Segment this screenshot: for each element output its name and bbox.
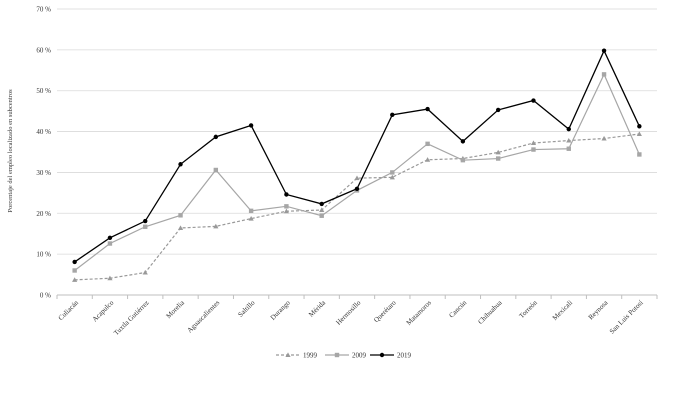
data-point [319,201,324,207]
data-point [424,157,431,162]
y-tick-label: 70 % [36,6,51,14]
data-point [285,352,291,357]
series-group [72,48,642,282]
data-point [495,156,501,161]
data-point [495,149,501,155]
data-point [354,175,360,181]
x-tick-label: Saltillo [237,298,257,318]
data-point [566,126,571,132]
legend-item: 1999 [276,352,318,360]
legend-label: 1999 [303,352,318,360]
y-tick-label: 0 % [40,292,51,300]
data-point [248,208,254,214]
x-tick-label: Matamoros [405,299,433,327]
series-2019 [72,48,642,265]
data-point [601,135,607,141]
x-tick-label: Morelia [165,298,187,320]
data-point [530,140,537,146]
legend-item: 2009 [325,352,367,360]
y-tick-label: 40 % [36,128,51,136]
legend-item: 2019 [370,352,412,360]
data-point [531,147,536,152]
y-axis-label: Porcentaje del empleo localizado en subc… [7,89,14,213]
data-point [72,259,77,265]
x-tick-label: Mexicali [551,299,574,322]
x-tick-label: Cancún [448,298,469,319]
data-point [107,275,113,281]
y-tick-label: 50 % [36,87,51,95]
gridlines [57,8,657,296]
data-point [495,107,501,113]
data-point [142,269,148,275]
legend: 1999 2009 2019 [276,352,412,360]
data-point [389,174,395,180]
data-point [284,192,289,197]
x-tick-label: San Luis Potosí [608,299,645,336]
series-line [74,133,640,281]
series-line [74,49,640,263]
series-1999 [72,131,642,282]
data-point [213,134,219,140]
x-tick-label: Acapulco [91,298,116,323]
x-tick-label: Reynosa [587,298,610,321]
data-point [601,72,607,77]
data-point [531,98,536,103]
data-point [460,157,466,163]
y-tick-label: 30 % [36,169,51,177]
data-point [334,352,340,358]
legend-label: 2009 [352,352,367,360]
legend-label: 2019 [397,352,412,360]
data-point [248,215,254,221]
data-point [425,106,430,112]
data-point [177,225,184,230]
x-tick-label: Hermosillo [334,298,362,326]
x-tick-label: Durango [269,298,292,321]
y-tick-label: 10 % [36,251,51,259]
x-tick-label: Querétaro [372,298,398,324]
data-point [390,170,395,175]
data-point [143,224,148,229]
data-point [72,268,77,273]
data-point [319,213,324,218]
x-tick-label: Torreón [518,298,540,320]
data-point [425,141,430,147]
x-tick-label: Culiacán [57,298,81,322]
x-tick-label: Tuxtla Gutiérrez [112,299,150,337]
y-axis-ticks: 0 % 10 % 20 % 30 % 40 % 50 % 60 % 70 % [36,6,51,300]
data-point [390,112,395,118]
y-tick-label: 60 % [36,46,51,54]
x-tick-label: Aguascalientes [186,299,222,335]
data-point [283,208,290,214]
data-point [566,137,572,143]
data-point [213,223,219,229]
data-point [178,162,183,167]
data-point [107,241,113,246]
data-point [178,213,183,218]
data-point [248,123,254,128]
x-tick-label: Chihuahua [476,298,504,326]
data-point [636,131,642,137]
x-tick-label: Mérida [307,298,328,319]
data-point [107,235,113,240]
data-point [379,352,385,358]
data-point [637,152,642,157]
data-point [284,204,289,209]
data-point [354,186,360,191]
y-tick-label: 20 % [36,210,51,218]
data-point [637,124,642,129]
data-point [601,48,607,53]
data-point [72,277,78,282]
data-point [319,207,325,213]
data-point [460,139,466,144]
data-point [213,167,219,173]
data-point [143,218,148,224]
data-point [566,146,571,151]
